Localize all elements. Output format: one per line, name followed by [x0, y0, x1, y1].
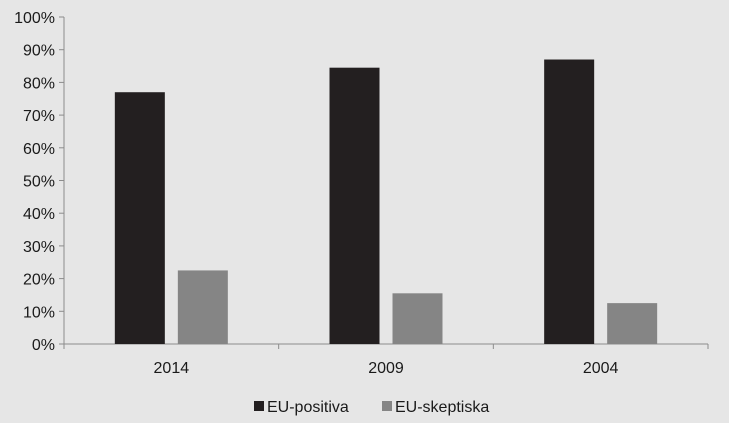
bar-eu-positiva-2014	[114, 92, 165, 345]
y-tick-label: 40%	[23, 206, 55, 223]
x-tick-label: 2014	[154, 360, 190, 377]
y-tick-label: 10%	[23, 304, 55, 321]
y-tick-label: 90%	[23, 43, 55, 60]
y-axis: 0% 10% 20% 30% 40% 50% 60% 70% 80% 90% 100%	[14, 10, 65, 354]
legend-label: EU-skeptiska	[395, 399, 489, 416]
y-tick-label: 20%	[23, 272, 55, 289]
bar-eu-skeptiska-2009	[392, 293, 443, 344]
y-tick-label: 30%	[23, 239, 55, 256]
y-tick-label: 70%	[23, 108, 55, 125]
bar-eu-skeptiska-2004	[607, 303, 658, 344]
legend: EU-positiva EU-skeptiska	[254, 399, 489, 416]
y-tick-label: 50%	[23, 174, 55, 191]
y-tick-label: 100%	[14, 10, 55, 27]
legend-swatch-eu-positiva	[254, 401, 264, 411]
bar-eu-skeptiska-2014	[177, 270, 228, 344]
x-tick-label: 2009	[368, 360, 404, 377]
legend-swatch-eu-skeptiska	[382, 401, 392, 411]
x-axis: 2014 2009 2004	[63, 343, 709, 377]
bar-eu-positiva-2004	[544, 59, 595, 344]
bar-eu-positiva-2009	[329, 67, 380, 344]
y-tick-label: 80%	[23, 75, 55, 92]
y-tick-label: 60%	[23, 141, 55, 158]
bars	[114, 59, 658, 345]
legend-label: EU-positiva	[267, 399, 349, 416]
x-tick-label: 2004	[583, 360, 619, 377]
y-tick-label: 0%	[32, 337, 55, 354]
